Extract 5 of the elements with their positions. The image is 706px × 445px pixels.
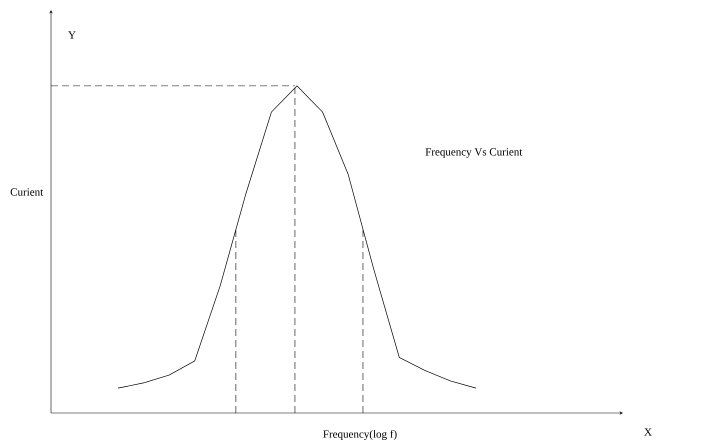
x-axis-title: Frequency(log f) <box>323 430 397 440</box>
annotation: Frequency Vs Curient <box>426 148 522 158</box>
text: X <box>644 428 652 436</box>
text: Curient <box>10 188 44 196</box>
text: Y <box>68 31 76 39</box>
